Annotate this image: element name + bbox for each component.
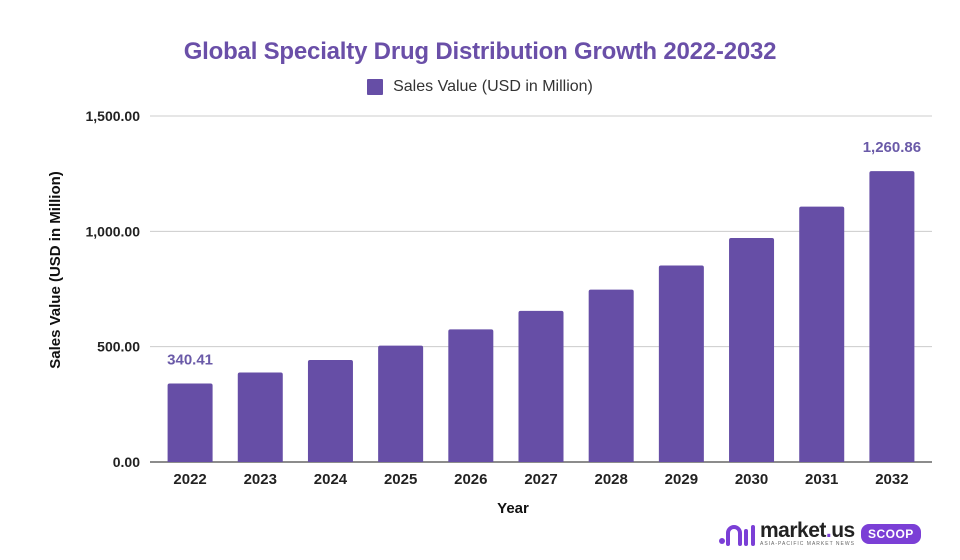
data-label: 340.41 — [167, 351, 213, 368]
y-tick-label: 500.00 — [97, 339, 140, 355]
x-tick-label: 2024 — [314, 471, 348, 488]
bars — [167, 171, 915, 462]
y-tick-label: 1,500.00 — [86, 108, 141, 124]
x-tick-label: 2028 — [594, 471, 627, 488]
x-tick-label: 2026 — [454, 471, 487, 488]
bar-2029 — [658, 265, 704, 462]
x-tick-labels: 2022 2023 2024 2025 2026 2027 2028 2029 2030 2031… — [173, 471, 908, 488]
x-axis-label: Year — [497, 500, 529, 517]
x-tick-label: 2029 — [665, 471, 698, 488]
data-labels: 340.41 1,260.86 — [167, 139, 921, 368]
logo-mark-icon — [719, 524, 755, 546]
x-tick-label: 2031 — [805, 471, 838, 488]
y-tick-label: 1,000.00 — [86, 223, 141, 239]
y-tick-labels: 0.00 500.00 1,000.00 1,500.00 — [86, 108, 141, 470]
bar-2025 — [378, 345, 424, 462]
chart-legend: Sales Value (USD in Million) — [0, 78, 960, 96]
bar-2026 — [448, 329, 494, 462]
bar-2022 — [167, 383, 213, 462]
market-us-logo: market.us ASIA-PACIFIC MARKET NEWS SCOOP — [718, 520, 921, 547]
y-tick-label: 0.00 — [113, 454, 140, 470]
bar-2030 — [729, 238, 775, 462]
bar-2023 — [237, 372, 283, 462]
x-tick-label: 2023 — [244, 471, 277, 488]
data-label: 1,260.86 — [863, 139, 921, 156]
bar-2024 — [307, 359, 353, 462]
bar-2027 — [518, 310, 564, 462]
logo-tagline: ASIA-PACIFIC MARKET NEWS — [760, 541, 855, 547]
y-axis-label: Sales Value (USD in Million) — [47, 171, 64, 369]
logo-badge: SCOOP — [860, 523, 921, 544]
bar-2028 — [588, 289, 634, 462]
chart-title: Global Specialty Drug Distribution Growt… — [183, 38, 777, 65]
x-tick-label: 2032 — [875, 471, 908, 488]
x-tick-label: 2025 — [384, 471, 417, 488]
x-tick-label: 2027 — [524, 471, 557, 488]
x-tick-label: 2030 — [735, 471, 768, 488]
bar-2031 — [799, 206, 845, 462]
legend-label: Sales Value (USD in Million) — [393, 78, 593, 95]
bar-2032 — [869, 171, 915, 462]
legend-swatch — [367, 79, 384, 95]
logo-name: market.us — [760, 519, 855, 542]
x-tick-label: 2022 — [173, 471, 206, 488]
